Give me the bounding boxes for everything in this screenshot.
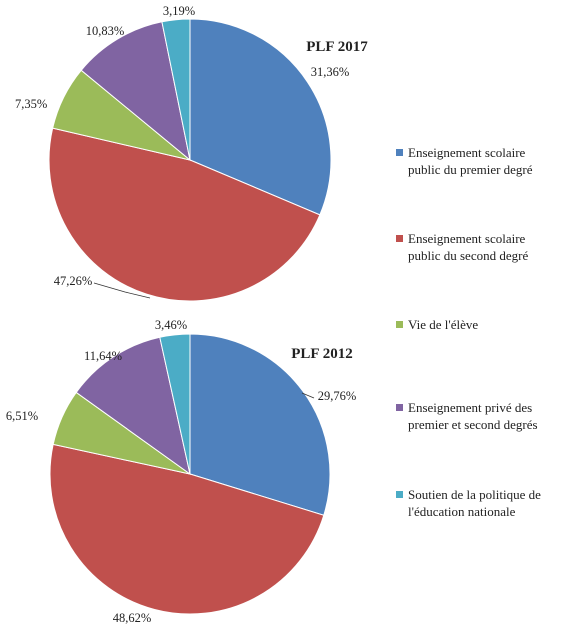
legend-label-3-line-1: Vie de l'élève [408,317,478,332]
leader-line [301,392,315,399]
pie-chart-plf-2012: 29,76% 48,62% 6,51% 11,64% 3,46% [6,318,356,625]
legend-label-5-line-1: Soutien de la politique de [408,487,541,502]
legend-label-2-line-2: public du second degré [408,248,528,263]
pie-slice-5 [159,333,191,475]
legend-swatch-2 [396,235,403,242]
legend-swatch-4 [396,404,403,411]
legend-swatch-5 [396,491,403,498]
legend-label-1-line-1: Enseignement scolaire [408,145,526,160]
data-label-1: 31,36% [311,65,350,79]
data-label-2: 47,26% [54,274,93,288]
data-label-4: 11,64% [84,349,122,363]
pie-slice-4 [80,21,191,162]
chart-title-plf-2017: PLF 2017 [306,39,368,55]
legend-label-4-line-2: premier et second degrés [408,417,538,432]
data-label-5: 3,46% [155,318,187,332]
chart-title-plf-2012: PLF 2012 [291,346,353,362]
data-label-3: 6,51% [6,409,38,423]
legend-swatch-1 [396,149,403,156]
leader-line [93,282,151,299]
pie-slice-1 [189,18,332,216]
legend-label-5-line-2: l'éducation nationale [408,504,516,519]
pie-slice-4 [75,336,191,476]
pie-slice-2 [49,443,325,615]
data-label-5: 3,19% [163,4,195,18]
pie-slice-5 [161,18,191,161]
legend-label-1-line-2: public du premier degré [408,162,533,177]
pie-slice-2 [48,127,321,302]
legend-label-4-line-1: Enseignement privé des [408,400,532,415]
pie-slice-1 [189,333,331,516]
data-label-2: 48,62% [113,611,152,625]
data-label-4: 10,83% [86,24,125,38]
data-label-1: 29,76% [318,389,357,403]
legend-swatch-3 [396,321,403,328]
legend: Enseignement scolaire public du premier d… [396,145,541,519]
legend-label-2-line-1: Enseignement scolaire [408,231,526,246]
pie-chart-plf-2017: 31,36% 47,26% 7,35% 10,83% 3,19% [15,4,350,302]
data-label-3: 7,35% [15,97,47,111]
